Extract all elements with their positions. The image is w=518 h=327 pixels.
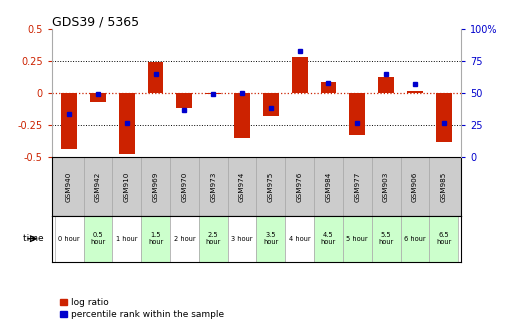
Bar [55,216,83,262]
Text: 3.5
hour: 3.5 hour [263,232,279,245]
Text: 3 hour: 3 hour [231,236,253,242]
Text: time: time [23,234,47,243]
Bar [256,216,285,262]
Bar [263,93,279,116]
Bar [141,216,170,262]
Text: 6 hour: 6 hour [404,236,426,242]
Bar [112,216,141,262]
Bar [292,58,308,93]
Text: GSM973: GSM973 [210,171,216,201]
Bar [61,93,77,149]
Bar [378,77,394,93]
Text: GSM942: GSM942 [95,171,101,201]
Bar [429,216,458,262]
Bar [407,91,423,93]
Text: GSM910: GSM910 [124,171,130,201]
Text: 5 hour: 5 hour [347,236,368,242]
Text: GSM969: GSM969 [152,171,159,201]
Text: GSM976: GSM976 [297,171,303,201]
Text: 4 hour: 4 hour [289,236,310,242]
Bar [314,216,343,262]
Text: 0.5
hour: 0.5 hour [90,232,106,245]
Bar [321,82,336,93]
Bar [400,216,429,262]
Text: 6.5
hour: 6.5 hour [436,232,451,245]
Bar [349,93,365,135]
Bar [177,93,192,109]
Text: GSM974: GSM974 [239,171,245,201]
Bar [170,216,199,262]
Bar [90,93,106,102]
Bar [372,216,400,262]
Text: GSM903: GSM903 [383,171,389,201]
Bar [436,93,452,142]
Text: GSM970: GSM970 [181,171,188,201]
Bar [227,216,256,262]
Text: GSM906: GSM906 [412,171,418,201]
Text: 2.5
hour: 2.5 hour [206,232,221,245]
Text: 0 hour: 0 hour [59,236,80,242]
Bar [199,216,227,262]
Text: GSM977: GSM977 [354,171,361,201]
Legend: log ratio, percentile rank within the sample: log ratio, percentile rank within the sa… [56,295,227,322]
Text: GSM985: GSM985 [441,171,447,201]
Text: 2 hour: 2 hour [174,236,195,242]
Text: 1.5
hour: 1.5 hour [148,232,163,245]
Bar [119,93,135,154]
Text: 4.5
hour: 4.5 hour [321,232,336,245]
Bar [148,62,164,93]
Bar [343,216,372,262]
Text: 5.5
hour: 5.5 hour [379,232,394,245]
Bar [83,216,112,262]
Text: GSM940: GSM940 [66,171,72,201]
Bar [234,93,250,138]
Text: GDS39 / 5365: GDS39 / 5365 [52,15,139,28]
Text: GSM975: GSM975 [268,171,274,201]
Text: GSM984: GSM984 [325,171,332,201]
Text: 1 hour: 1 hour [116,236,137,242]
Bar [205,93,221,95]
Bar [285,216,314,262]
